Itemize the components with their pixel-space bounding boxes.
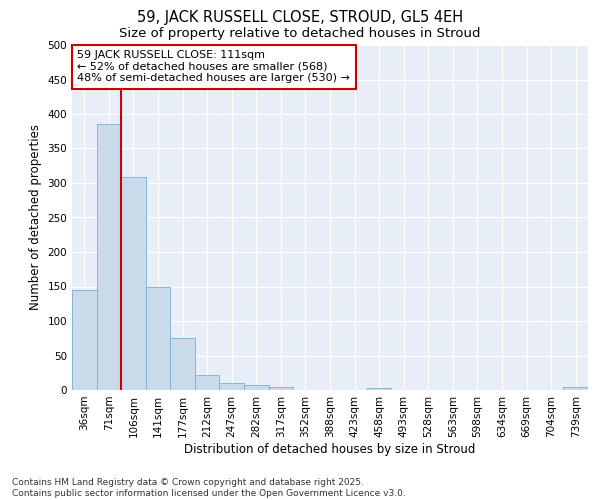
X-axis label: Distribution of detached houses by size in Stroud: Distribution of detached houses by size … [184,442,476,456]
Bar [97,124,121,390]
Bar [195,375,220,390]
Bar [244,385,269,390]
Bar [269,387,293,390]
Bar [72,290,97,390]
Text: 59, JACK RUSSELL CLOSE, STROUD, GL5 4EH: 59, JACK RUSSELL CLOSE, STROUD, GL5 4EH [137,10,463,25]
Text: Contains HM Land Registry data © Crown copyright and database right 2025.
Contai: Contains HM Land Registry data © Crown c… [12,478,406,498]
Y-axis label: Number of detached properties: Number of detached properties [29,124,42,310]
Bar [220,383,244,390]
Bar [170,338,195,390]
Bar [146,286,170,390]
Bar [121,178,146,390]
Text: 59 JACK RUSSELL CLOSE: 111sqm
← 52% of detached houses are smaller (568)
48% of : 59 JACK RUSSELL CLOSE: 111sqm ← 52% of d… [77,50,350,84]
Bar [367,388,391,390]
Bar [563,387,588,390]
Text: Size of property relative to detached houses in Stroud: Size of property relative to detached ho… [119,28,481,40]
